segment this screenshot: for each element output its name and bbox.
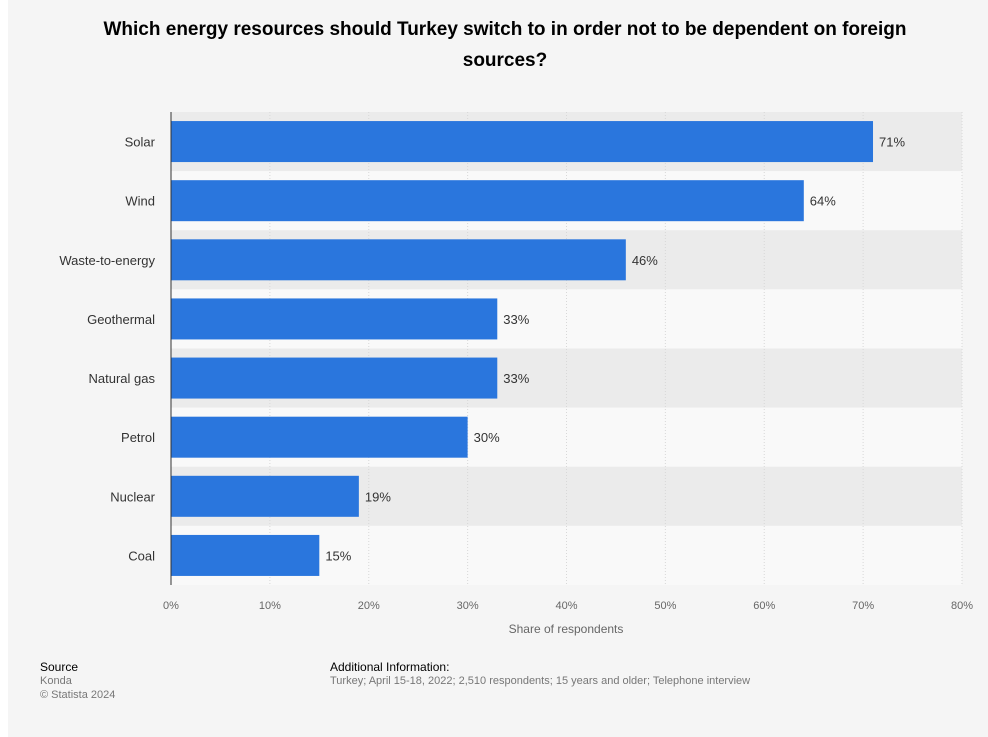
x-axis-label: Share of respondents (509, 622, 624, 636)
x-tick-label: 60% (753, 600, 775, 612)
data-label: 19% (365, 489, 391, 504)
chart-title: Which energy resources should Turkey swi… (103, 19, 907, 71)
category-label: Wind (125, 194, 155, 209)
bar (171, 239, 626, 281)
x-tick-label: 40% (555, 600, 577, 612)
bar (171, 534, 320, 576)
bar (171, 121, 874, 163)
data-label: 71% (879, 135, 905, 150)
category-label: Nuclear (110, 489, 155, 504)
x-tick-label: 30% (457, 600, 479, 612)
source-name: Konda (40, 675, 72, 687)
x-tick-label: 70% (852, 600, 874, 612)
data-label: 46% (632, 253, 658, 268)
source-block: Source Konda © Statista 2024 (40, 660, 115, 702)
x-tick-label: 20% (358, 600, 380, 612)
additional-info-heading: Additional Information: (330, 660, 450, 674)
x-tick-label: 50% (654, 600, 676, 612)
data-label: 33% (503, 312, 529, 327)
bars (171, 121, 874, 576)
copyright: © Statista 2024 (40, 689, 116, 701)
additional-info-text: Turkey; April 15-18, 2022; 2,510 respond… (330, 675, 751, 687)
additional-info-block: Additional Information: Turkey; April 15… (330, 660, 750, 688)
category-labels: Solar Wind Waste-to-energy Geothermal Natura… (59, 135, 155, 564)
x-tick-label: 80% (951, 600, 973, 612)
x-tick-label: 0% (163, 600, 179, 612)
data-label: 33% (503, 371, 529, 386)
category-label: Solar (125, 135, 156, 150)
bar (171, 475, 359, 517)
bar (171, 357, 498, 399)
source-heading: Source (40, 660, 79, 674)
bar (171, 180, 804, 222)
bar (171, 298, 498, 340)
category-label: Geothermal (87, 312, 155, 327)
data-labels: 71% 64% 46% 33% 33% 30% 19% 15% (325, 135, 905, 564)
category-label: Natural gas (89, 371, 156, 386)
x-tick-label: 10% (259, 600, 281, 612)
category-label: Coal (128, 548, 155, 563)
category-label: Petrol (121, 430, 155, 445)
x-tick-labels: 0% 10% 20% 30% 40% 50% 60% 70% 80% (163, 600, 973, 612)
data-label: 15% (325, 548, 351, 563)
data-label: 64% (810, 194, 836, 209)
category-label: Waste-to-energy (59, 253, 155, 268)
bar (171, 416, 468, 458)
data-label: 30% (474, 430, 500, 445)
